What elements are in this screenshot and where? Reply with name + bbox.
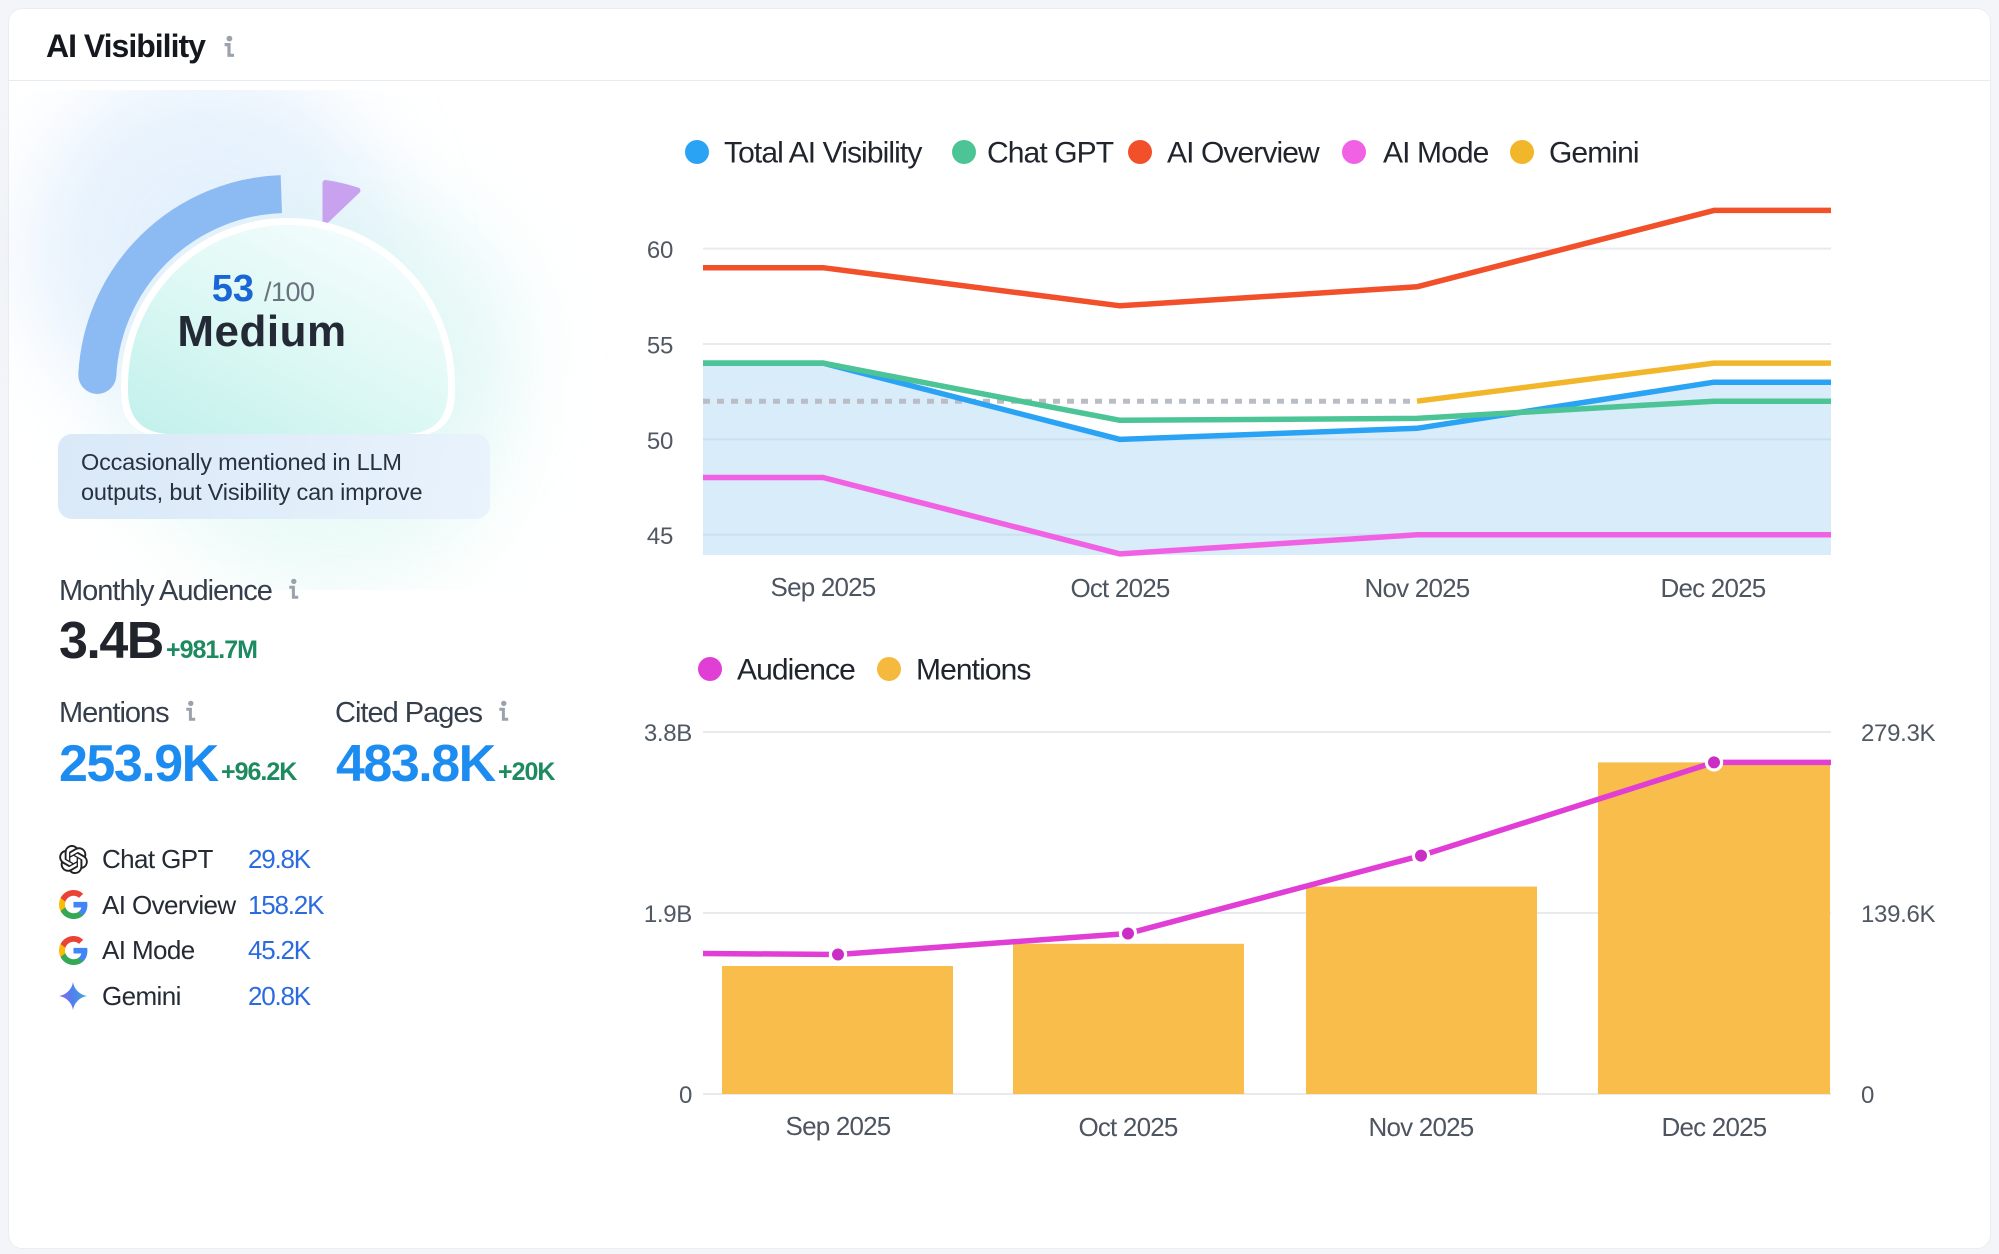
svg-text:Chat GPT: Chat GPT <box>987 137 1114 170</box>
svg-text:60: 60 <box>647 237 673 264</box>
svg-text:Oct 2025: Oct 2025 <box>1078 1112 1177 1142</box>
svg-text:AI Mode: AI Mode <box>1383 137 1489 170</box>
svg-text:/100: /100 <box>264 277 315 307</box>
svg-text:AI Overview: AI Overview <box>1167 137 1320 170</box>
svg-text:Oct 2025: Oct 2025 <box>1070 573 1169 603</box>
svg-text:3.8B: 3.8B <box>644 720 692 747</box>
svg-text:Sep 2025: Sep 2025 <box>786 1111 891 1141</box>
svg-text:Medium: Medium <box>177 307 346 356</box>
svg-text:Audience: Audience <box>737 654 855 687</box>
svg-text:Nov 2025: Nov 2025 <box>1365 573 1470 603</box>
svg-text:Nov 2025: Nov 2025 <box>1369 1112 1474 1142</box>
svg-text:0: 0 <box>1861 1082 1874 1109</box>
svg-text:Dec 2025: Dec 2025 <box>1662 1112 1767 1142</box>
svg-text:139.6K: 139.6K <box>1861 901 1936 928</box>
svg-text:Sep 2025: Sep 2025 <box>771 572 876 602</box>
svg-text:53: 53 <box>212 268 254 310</box>
svg-text:Total AI Visibility: Total AI Visibility <box>724 137 922 170</box>
svg-text:Gemini: Gemini <box>1549 137 1639 170</box>
svg-text:1.9B: 1.9B <box>644 901 692 928</box>
svg-text:45: 45 <box>647 523 673 550</box>
svg-text:279.3K: 279.3K <box>1861 720 1936 747</box>
svg-text:55: 55 <box>647 332 673 359</box>
svg-text:0: 0 <box>679 1082 692 1109</box>
svg-text:50: 50 <box>647 428 673 455</box>
svg-text:Mentions: Mentions <box>916 654 1031 687</box>
svg-text:Dec 2025: Dec 2025 <box>1661 573 1766 603</box>
